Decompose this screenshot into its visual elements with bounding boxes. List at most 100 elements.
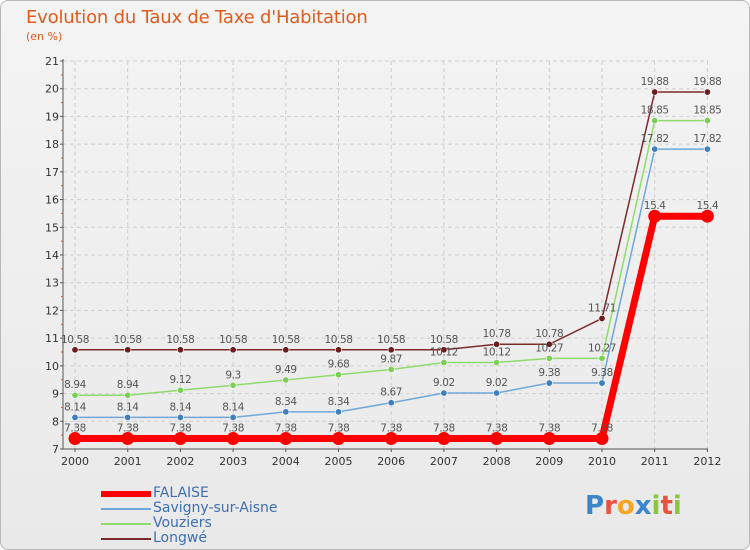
data-point [124, 346, 132, 354]
data-point [598, 354, 606, 362]
data-point [598, 314, 606, 322]
logo-letter: x [634, 491, 652, 521]
data-point [651, 145, 659, 153]
data-point [176, 386, 184, 394]
x-tick-label: 2012 [693, 455, 721, 468]
data-point [71, 413, 79, 421]
data-label: 7.38 [380, 422, 402, 434]
data-label: 10.12 [483, 347, 511, 359]
data-label: 7.38 [328, 422, 350, 434]
data-point [545, 379, 553, 387]
data-label: 10.58 [219, 334, 247, 346]
data-label: 7.38 [275, 422, 297, 434]
logo-letter: P [585, 491, 605, 521]
legend-label-falaise: FALAISE [153, 485, 209, 501]
data-point [226, 431, 240, 445]
x-tick-label: 2007 [430, 455, 458, 468]
data-label: 7.38 [433, 422, 455, 434]
data-label: 7.38 [222, 422, 244, 434]
y-tick-label: 18 [45, 138, 59, 151]
data-label: 17.82 [641, 133, 669, 145]
data-label: 10.58 [61, 334, 89, 346]
data-point [437, 431, 451, 445]
proxiti-logo: Proxiti [585, 491, 682, 521]
data-point [648, 209, 662, 223]
data-label: 10.58 [114, 334, 142, 346]
y-tick-label: 20 [45, 83, 59, 96]
logo-letter: r [604, 491, 617, 521]
data-point [387, 365, 395, 373]
y-unit-label: (en %) [26, 30, 63, 43]
y-tick-label: 17 [45, 166, 59, 179]
data-point [545, 340, 553, 348]
data-point [229, 413, 237, 421]
data-point [440, 389, 448, 397]
data-label: 8.34 [275, 396, 297, 408]
data-label: 19.88 [693, 76, 721, 88]
data-label: 18.85 [693, 105, 721, 117]
data-label: 7.38 [538, 422, 560, 434]
x-tick-label: 2009 [535, 455, 563, 468]
data-label: 8.67 [380, 387, 402, 399]
data-label: 8.94 [64, 379, 86, 391]
data-point [387, 346, 395, 354]
data-point [68, 431, 82, 445]
data-label: 8.14 [170, 401, 192, 413]
legend-label-savigny: Savigny-sur-Aisne [153, 500, 278, 516]
data-label: 15.4 [644, 200, 666, 212]
data-label: 10.27 [588, 342, 616, 354]
data-label: 9.3 [225, 369, 241, 381]
data-point [542, 431, 556, 445]
y-tick-label: 14 [45, 249, 59, 262]
data-point [279, 431, 293, 445]
logo-letter: o [616, 491, 635, 521]
y-tick-label: 12 [45, 304, 59, 317]
data-label: 9.87 [380, 353, 402, 365]
data-point [124, 413, 132, 421]
data-label: 10.78 [535, 328, 563, 340]
data-label: 17.82 [693, 133, 721, 145]
data-label: 9.12 [170, 374, 192, 386]
legend-swatch-longwe [101, 538, 151, 540]
data-point [229, 346, 237, 354]
legend-label-vouziers: Vouziers [153, 515, 212, 531]
x-tick-label: 2003 [219, 455, 247, 468]
data-point [700, 209, 714, 223]
x-tick-label: 2001 [114, 455, 142, 468]
data-label: 11.71 [588, 302, 616, 314]
data-label: 8.14 [64, 401, 86, 413]
data-point [71, 346, 79, 354]
data-point [334, 408, 342, 416]
y-tick-label: 11 [45, 332, 59, 345]
data-label: 10.78 [483, 328, 511, 340]
data-label: 9.02 [486, 377, 508, 389]
data-point [493, 389, 501, 397]
data-point [493, 340, 501, 348]
data-point [703, 145, 711, 153]
data-point [651, 88, 659, 96]
logo-letter: i [651, 491, 661, 521]
data-point [121, 431, 135, 445]
data-label: 10.12 [430, 347, 458, 359]
logo-letter: t [660, 491, 673, 521]
x-tick-label: 2000 [61, 455, 89, 468]
data-point [440, 346, 448, 354]
x-tick-label: 2002 [166, 455, 194, 468]
data-label: 10.58 [324, 334, 352, 346]
legend-swatch-vouziers [101, 523, 151, 525]
data-point [173, 431, 187, 445]
x-tick-label: 2010 [588, 455, 616, 468]
data-label: 8.34 [328, 396, 350, 408]
data-label: 8.14 [222, 401, 244, 413]
data-point [598, 379, 606, 387]
y-tick-label: 15 [45, 221, 59, 234]
data-label: 8.14 [117, 401, 139, 413]
data-label: 10.27 [535, 342, 563, 354]
x-tick-label: 2011 [641, 455, 669, 468]
data-label: 10.58 [272, 334, 300, 346]
y-tick-label: 8 [52, 415, 59, 428]
legend-label-longwe: Longwé [153, 530, 207, 546]
chart-title: Evolution du Taux de Taxe d'Habitation [26, 7, 368, 28]
